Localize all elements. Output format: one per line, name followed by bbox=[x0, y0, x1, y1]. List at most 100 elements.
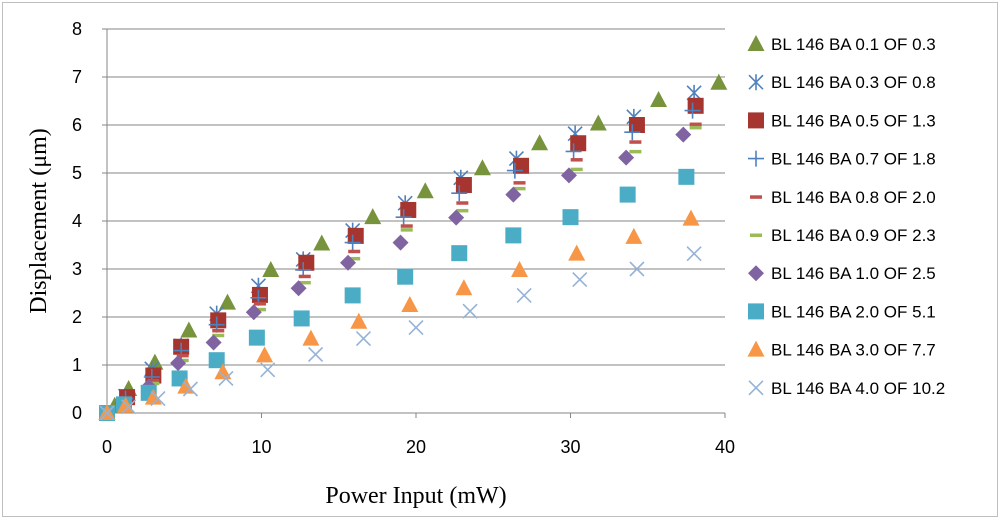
data-point bbox=[618, 149, 635, 166]
data-point bbox=[455, 279, 473, 296]
data-point bbox=[710, 73, 728, 90]
data-point bbox=[180, 321, 198, 338]
data-point bbox=[218, 370, 234, 387]
legend-marker bbox=[750, 233, 762, 237]
y-axis-title: Displacement (μm) bbox=[26, 128, 52, 313]
data-point bbox=[210, 312, 227, 329]
y-tick-label: 1 bbox=[72, 355, 82, 375]
legend-marker bbox=[748, 74, 764, 91]
legend-item: BL 146 BA 0.7 OF 1.8 bbox=[748, 150, 936, 169]
data-point bbox=[355, 331, 372, 347]
legend-item: BL 146 BA 0.8 OF 2.0 bbox=[750, 188, 936, 207]
data-point bbox=[455, 177, 472, 193]
data-point bbox=[400, 224, 413, 228]
data-point bbox=[150, 391, 166, 407]
data-point bbox=[456, 208, 469, 213]
legend-item: BL 146 BA 0.3 OF 0.8 bbox=[748, 73, 936, 92]
series-4 bbox=[99, 102, 701, 421]
legend-label: BL 146 BA 0.8 OF 2.0 bbox=[771, 188, 936, 207]
legend-marker bbox=[748, 303, 764, 320]
data-point bbox=[570, 135, 587, 152]
data-point bbox=[451, 185, 468, 202]
data-point bbox=[629, 261, 645, 277]
data-point bbox=[448, 209, 465, 226]
data-point bbox=[170, 355, 187, 372]
legend-label: BL 146 BA 4.0 OF 10.2 bbox=[771, 379, 945, 398]
legend-item: BL 146 BA 0.1 OF 0.3 bbox=[747, 35, 936, 54]
data-point bbox=[505, 227, 522, 244]
data-point bbox=[400, 228, 413, 232]
legend-marker bbox=[747, 340, 765, 357]
legend-marker bbox=[747, 35, 765, 51]
data-point bbox=[682, 209, 700, 226]
data-point bbox=[689, 122, 702, 127]
data-point bbox=[293, 310, 310, 327]
data-point bbox=[675, 126, 692, 143]
legend-item: BL 146 BA 1.0 OF 2.5 bbox=[748, 264, 936, 283]
data-point bbox=[298, 280, 311, 285]
data-point bbox=[350, 312, 368, 329]
data-point bbox=[451, 245, 468, 262]
data-point bbox=[408, 319, 424, 336]
data-point bbox=[400, 201, 417, 218]
legend-item: BL 146 BA 2.0 OF 5.1 bbox=[748, 302, 936, 321]
legend-label: BL 146 BA 3.0 OF 7.7 bbox=[771, 341, 936, 360]
data-point bbox=[624, 124, 641, 141]
y-tick-label: 3 bbox=[72, 259, 82, 279]
data-point bbox=[416, 182, 434, 199]
data-point bbox=[565, 143, 582, 160]
data-point bbox=[689, 125, 702, 130]
data-point bbox=[462, 303, 478, 319]
data-point bbox=[589, 114, 607, 131]
legend-item: BL 146 BA 4.0 OF 10.2 bbox=[748, 379, 945, 398]
data-point bbox=[313, 234, 331, 251]
y-tick-label: 4 bbox=[72, 211, 82, 231]
data-point bbox=[147, 378, 160, 383]
legend-item: BL 146 BA 0.5 OF 1.3 bbox=[748, 111, 936, 130]
data-point bbox=[253, 307, 266, 312]
data-point bbox=[511, 260, 529, 277]
data-point bbox=[570, 167, 583, 172]
data-point bbox=[348, 256, 361, 261]
legend-item: BL 146 BA 0.9 OF 2.3 bbox=[750, 226, 936, 245]
data-point bbox=[570, 158, 583, 162]
data-point bbox=[395, 209, 412, 226]
data-point bbox=[650, 91, 668, 108]
legend-marker bbox=[748, 265, 764, 282]
legend-marker bbox=[748, 150, 764, 167]
data-point bbox=[144, 388, 162, 405]
x-tick-label: 0 bbox=[102, 437, 112, 457]
y-tick-label: 2 bbox=[72, 307, 82, 327]
legend-label: BL 146 BA 0.5 OF 1.3 bbox=[771, 111, 936, 130]
data-point bbox=[562, 209, 579, 226]
data-point bbox=[506, 162, 523, 179]
legend-label: BL 146 BA 0.9 OF 2.3 bbox=[771, 226, 936, 245]
data-point bbox=[401, 296, 419, 312]
data-point bbox=[344, 234, 361, 251]
data-point bbox=[392, 234, 409, 251]
legend-marker bbox=[750, 195, 762, 199]
data-point bbox=[625, 227, 643, 244]
y-tick-label: 8 bbox=[72, 19, 82, 39]
data-point bbox=[212, 333, 225, 338]
series-2 bbox=[99, 84, 702, 421]
data-point bbox=[505, 186, 522, 203]
data-point bbox=[290, 280, 307, 297]
data-point bbox=[678, 168, 695, 185]
data-point bbox=[516, 287, 532, 303]
data-point bbox=[629, 140, 642, 144]
data-point bbox=[146, 353, 164, 370]
x-tick-label: 40 bbox=[715, 437, 735, 457]
data-point bbox=[568, 244, 586, 261]
data-point bbox=[686, 246, 702, 262]
data-point bbox=[513, 181, 526, 185]
data-point bbox=[572, 271, 588, 288]
data-point bbox=[619, 186, 636, 203]
data-point bbox=[212, 328, 225, 333]
legend-label: BL 146 BA 0.1 OF 0.3 bbox=[771, 35, 936, 54]
series-10 bbox=[99, 246, 702, 421]
data-point bbox=[364, 208, 382, 225]
data-point bbox=[121, 399, 137, 415]
